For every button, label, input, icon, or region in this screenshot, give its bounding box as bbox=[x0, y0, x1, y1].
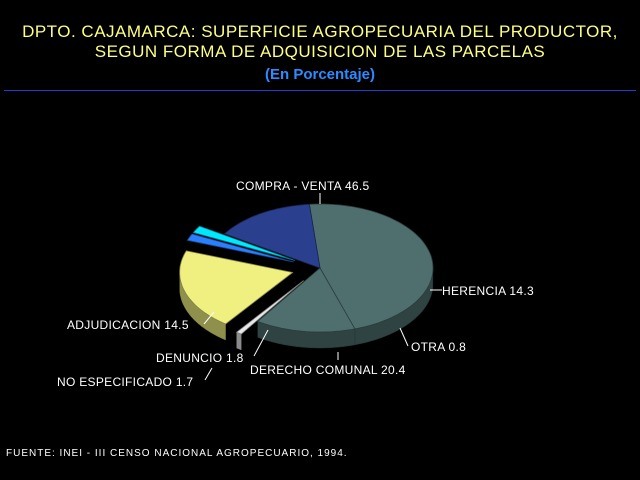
chart-subtitle: (En Porcentaje) bbox=[264, 66, 376, 83]
leader-line-no-especificado bbox=[204, 367, 213, 381]
pie-top-layer bbox=[179, 203, 434, 335]
leader-lines bbox=[203, 193, 442, 381]
chart-title-line-1: DPTO. CAJAMARCA: SUPERFICIE AGROPECUARIA… bbox=[22, 22, 618, 41]
pie-side-otra bbox=[236, 331, 242, 351]
pie-slice-compra-venta bbox=[308, 203, 434, 330]
pie-slice-denuncio bbox=[192, 225, 296, 261]
leader-line-adjudicacion bbox=[203, 311, 215, 325]
title-divider bbox=[4, 90, 636, 91]
leader-line-denuncio bbox=[253, 329, 269, 357]
label-compra-venta: COMPRA - VENTA 46.5 bbox=[236, 179, 370, 193]
label-denuncio: DENUNCIO 1.8 bbox=[156, 351, 244, 365]
pie-slice-adjudicacion bbox=[223, 203, 321, 269]
label-derecho-comunal: DERECHO COMUNAL 20.4 bbox=[250, 363, 406, 377]
pie-slice-no-especificado bbox=[186, 233, 294, 263]
label-adjudicacion: ADJUDICACION 14.5 bbox=[67, 318, 189, 332]
chart-title-line-2: SEGUN FORMA DE ADQUISICION DE LAS PARCEL… bbox=[94, 42, 546, 61]
label-herencia: HERENCIA 14.3 bbox=[442, 284, 534, 298]
pie-depth-layer bbox=[179, 270, 434, 351]
leader-line-otra bbox=[399, 327, 409, 347]
pie-slice-herencia bbox=[256, 267, 356, 333]
pie-slice-derecho-comunal bbox=[179, 250, 294, 325]
label-otra: OTRA 0.8 bbox=[411, 340, 466, 354]
label-no-especificado: NO ESPECIFICADO 1.7 bbox=[57, 375, 193, 389]
source-note: FUENTE: INEI - III CENSO NACIONAL AGROPE… bbox=[6, 448, 348, 459]
pie-slice-otra bbox=[235, 280, 304, 335]
